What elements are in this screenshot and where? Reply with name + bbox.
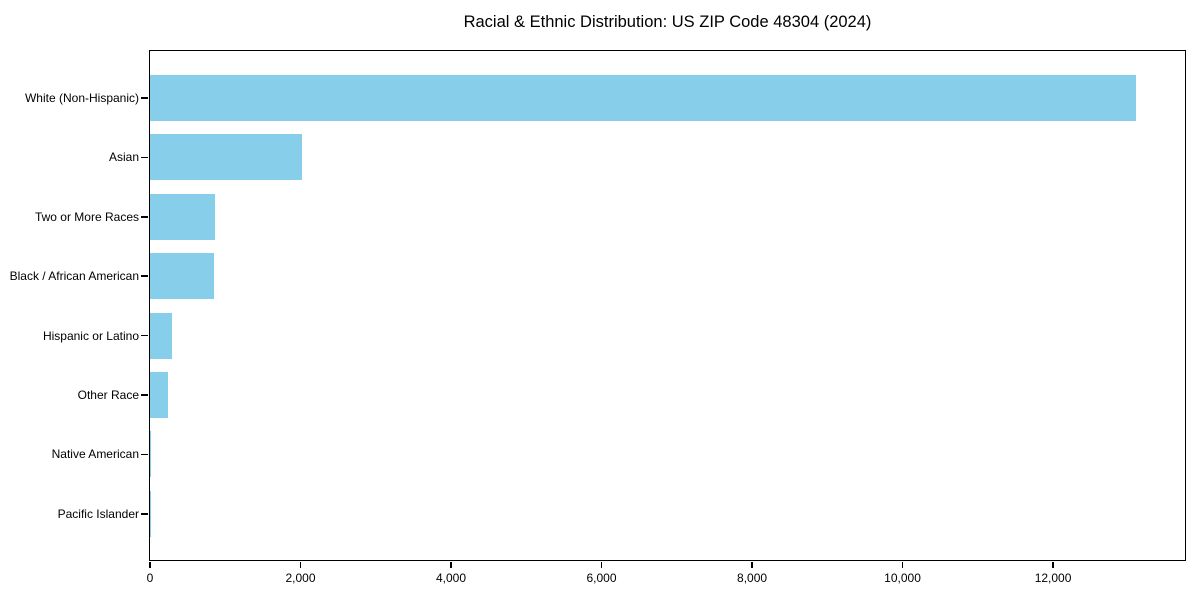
x-axis-tick bbox=[1052, 561, 1054, 568]
x-axis-tick-label: 0 bbox=[146, 571, 154, 585]
bar-two-or-more-races bbox=[150, 193, 216, 240]
x-axis-tick-label: 10,000 bbox=[884, 571, 921, 585]
plot-area: White (Non-Hispanic) Asian Two or More Rac… bbox=[10, 50, 1186, 585]
y-axis-tick bbox=[141, 394, 149, 396]
x-axis-tick-label: 2,000 bbox=[285, 571, 316, 585]
chart-title: Racial & Ethnic Distribution: US ZIP Cod… bbox=[463, 13, 872, 31]
bar-native-american bbox=[150, 431, 151, 478]
y-axis-tick bbox=[141, 513, 149, 515]
bar-white-non-hispanic bbox=[150, 75, 1136, 121]
x-axis-tick bbox=[751, 561, 753, 568]
y-axis-label-pacific-islander: Pacific Islander bbox=[57, 506, 139, 521]
bar-asian bbox=[150, 134, 302, 181]
y-axis-label-white-non-hispanic: White (Non-Hispanic) bbox=[24, 91, 139, 105]
y-axis-label-black-african-american: Black / African American bbox=[9, 269, 139, 284]
y-axis-tick bbox=[141, 97, 149, 99]
x-axis-tick bbox=[450, 561, 452, 568]
y-axis-label-other-race: Other Race bbox=[77, 388, 139, 402]
x-axis-tick bbox=[901, 561, 904, 568]
bar-black-african-american bbox=[150, 253, 215, 300]
y-axis-tick bbox=[141, 275, 149, 277]
x-axis-tick-label: 4,000 bbox=[436, 571, 467, 585]
x-axis-tick-label: 6,000 bbox=[586, 571, 617, 585]
y-axis-tick bbox=[141, 334, 149, 337]
y-axis-label-native-american: Native American bbox=[51, 447, 139, 462]
y-axis-tick bbox=[141, 453, 149, 456]
x-axis-tick-label: 8,000 bbox=[737, 571, 768, 585]
x-axis-tick bbox=[299, 561, 302, 568]
y-axis-label-two-or-more-races: Two or More Races bbox=[34, 209, 139, 224]
x-axis-tick bbox=[600, 561, 603, 568]
bar-other-race bbox=[150, 372, 168, 418]
y-axis-label-asian: Asian bbox=[108, 150, 139, 165]
y-axis-tick bbox=[141, 156, 149, 159]
x-axis-tick bbox=[149, 561, 151, 568]
y-axis-tick bbox=[141, 216, 149, 218]
bar-hispanic-or-latino bbox=[150, 312, 172, 359]
x-axis-tick-label: 12,000 bbox=[1034, 571, 1072, 585]
y-axis-label-hispanic-or-latino: Hispanic or Latino bbox=[42, 328, 139, 343]
